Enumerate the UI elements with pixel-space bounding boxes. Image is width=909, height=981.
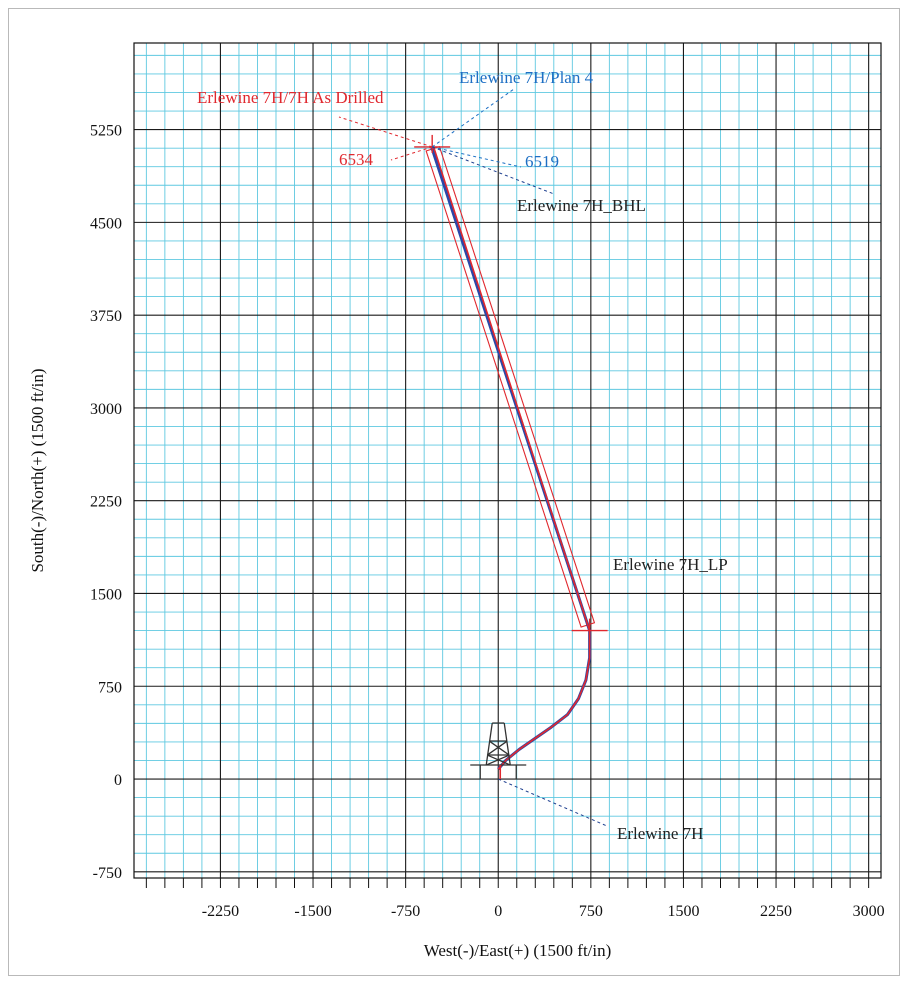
y-tick-label: 1500 bbox=[90, 586, 122, 603]
y-tick-label: 0 bbox=[114, 772, 122, 789]
x-tick-label: 2250 bbox=[760, 903, 792, 920]
leader-plan-4 bbox=[431, 88, 515, 148]
chart-frame: -2250 -1500 -750 0 750 1500 2250 3000 -750 0 750 1… bbox=[8, 8, 900, 976]
rig-brace-1 bbox=[488, 740, 510, 756]
y-axis-label: South(-)/North(+) (1500 ft/in) bbox=[28, 368, 47, 572]
y-tick-label: -750 bbox=[93, 865, 122, 882]
y-tick-label: 5250 bbox=[90, 123, 122, 140]
rig-leg-left bbox=[485, 722, 493, 766]
minor-grid bbox=[134, 43, 881, 878]
x-tick-label: 750 bbox=[579, 903, 603, 920]
x-tick-label: 3000 bbox=[853, 903, 885, 920]
x-tick-label: -750 bbox=[391, 903, 420, 920]
x-tick-label: -1500 bbox=[294, 903, 331, 920]
annotation-md-6519: 6519 bbox=[525, 152, 559, 171]
y-tick-label: 4500 bbox=[90, 215, 122, 232]
rig-brace-2 bbox=[486, 740, 508, 756]
annotation-lp: Erlewine 7H_LP bbox=[613, 555, 728, 574]
y-tick-label: 750 bbox=[98, 679, 122, 696]
leader-bhl bbox=[432, 146, 555, 195]
x-axis-label: West(-)/East(+) (1500 ft/in) bbox=[424, 941, 612, 960]
y-tick-label: 2250 bbox=[90, 494, 122, 511]
x-tick-label: 0 bbox=[494, 903, 502, 920]
annotation-surface-location: Erlewine 7H bbox=[617, 824, 703, 843]
y-tick-labels: -750 0 750 1500 2250 3000 3750 4500 5250 bbox=[90, 123, 122, 882]
as-drilled-path bbox=[432, 146, 591, 770]
lateral-target-envelope bbox=[425, 145, 596, 628]
plot-svg: -2250 -1500 -750 0 750 1500 2250 3000 -750 0 750 1… bbox=[28, 42, 885, 960]
x-tick-label: -2250 bbox=[202, 903, 239, 920]
annotation-md-6534: 6534 bbox=[339, 150, 374, 169]
leader-as-drilled bbox=[338, 116, 433, 148]
rig-leg-right bbox=[503, 722, 511, 766]
target-envelope bbox=[425, 145, 596, 628]
annotation-as-drilled: Erlewine 7H/7H As Drilled bbox=[197, 88, 384, 107]
y-tick-label: 3000 bbox=[90, 401, 122, 418]
annotation-plan-4: Erlewine 7H/Plan 4 bbox=[459, 68, 594, 87]
x-tick-labels: -2250 -1500 -750 0 750 1500 2250 3000 bbox=[145, 878, 885, 920]
plot-border bbox=[133, 42, 882, 879]
rig-brace-4 bbox=[485, 754, 510, 766]
major-grid bbox=[134, 43, 881, 878]
annotation-bhl: Erlewine 7H_BHL bbox=[517, 196, 646, 215]
well-paths bbox=[430, 146, 592, 771]
leader-6534 bbox=[390, 146, 433, 161]
y-tick-label: 3750 bbox=[90, 308, 122, 325]
leader-surface bbox=[498, 778, 608, 827]
x-tick-label: 1500 bbox=[667, 903, 699, 920]
annotation-leaders bbox=[338, 88, 608, 827]
rig-icon bbox=[470, 722, 527, 780]
